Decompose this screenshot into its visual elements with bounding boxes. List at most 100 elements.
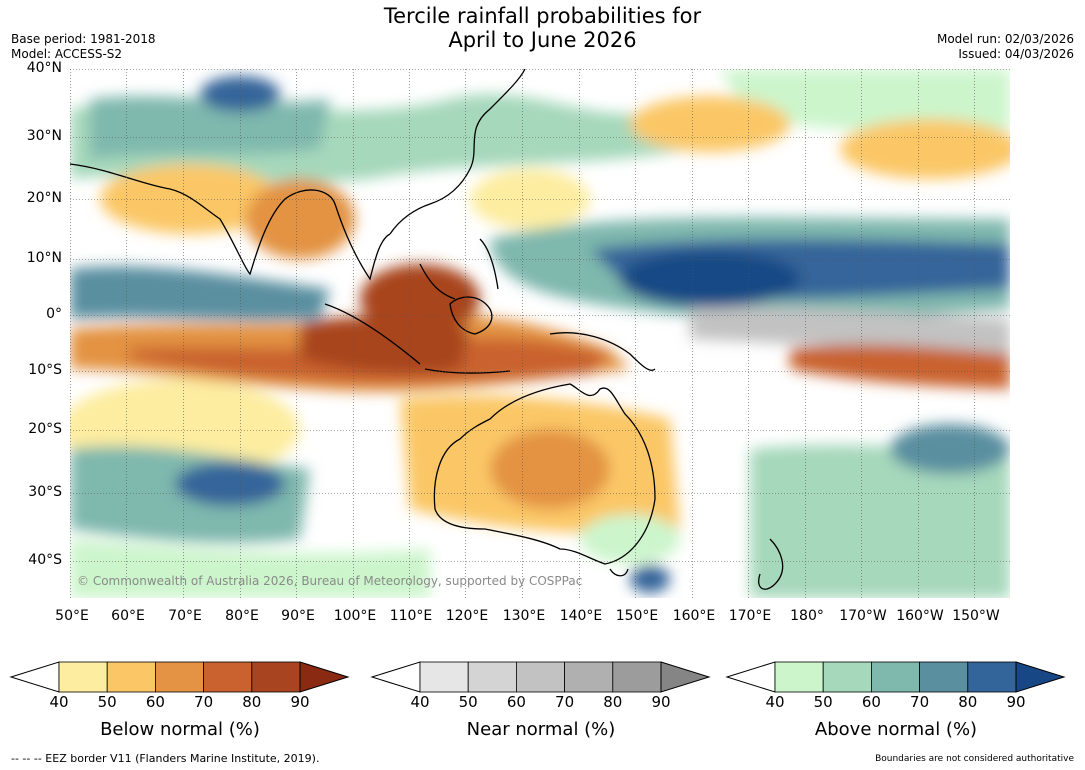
colorbar-segment	[203, 661, 253, 693]
longitude-label: 80°E	[225, 608, 259, 624]
colorbar-segment	[564, 661, 614, 693]
colorbar-segment	[967, 661, 1017, 693]
legend-below-title: Below normal (%)	[100, 719, 260, 740]
colorbar-segment	[467, 661, 517, 693]
map-title: Tercile rainfall probabilities for April…	[0, 4, 1085, 52]
colorbar-tick-label: 60	[145, 693, 165, 711]
latitude-label: 40°N	[26, 60, 62, 76]
longitude-label: 180°	[790, 608, 824, 624]
new-guinea-coastline	[549, 332, 656, 371]
copyright-notice: © Commonwealth of Australia 2026, Bureau…	[77, 574, 582, 588]
above-region	[630, 565, 670, 593]
colorbar-tick-label: 50	[458, 693, 478, 711]
latitude-label: 30°N	[26, 128, 62, 144]
east-asia-coastline	[389, 69, 526, 235]
colorbar-segment	[919, 661, 969, 693]
longitude-label: 50°E	[55, 608, 89, 624]
colorbar-tick-label: 40	[765, 693, 785, 711]
issued-date: Issued: 04/03/2026	[958, 47, 1074, 61]
colorbar-tick-label: 90	[290, 693, 310, 711]
tasmania-coastline	[609, 568, 629, 577]
longitude-label: 160°E	[672, 608, 716, 624]
colorbar-tick-label: 80	[603, 693, 623, 711]
longitude-label: 170°E	[728, 608, 772, 624]
longitude-label: 170°W	[839, 608, 887, 624]
graticule	[70, 69, 1010, 598]
longitude-label: 110°E	[389, 608, 433, 624]
colorbar-tick-label: 80	[958, 693, 978, 711]
above-region	[200, 76, 280, 112]
colorbar-segment	[419, 661, 469, 693]
longitude-label: 100°E	[333, 608, 377, 624]
longitude-label: 120°E	[445, 608, 489, 624]
below-region	[490, 429, 610, 509]
above-region	[70, 539, 430, 598]
legend-above-title: Above normal (%)	[814, 719, 978, 740]
longitude-label: 140°E	[559, 608, 603, 624]
colorbar-tick-label: 60	[861, 693, 881, 711]
colorbar-tick-label: 70	[555, 693, 575, 711]
above-region	[750, 444, 1010, 598]
below-region	[100, 164, 280, 234]
colorbar-segment	[58, 661, 108, 693]
asia-coastline	[70, 163, 391, 281]
colorbar-segment	[251, 661, 301, 693]
longitude-label: 150°E	[615, 608, 659, 624]
latitude-label: 10°N	[26, 250, 62, 266]
below-region	[840, 119, 1010, 179]
colorbar-segment	[154, 661, 204, 693]
colorbar-tick-label: 90	[651, 693, 671, 711]
base-period: Base period: 1981-2018	[11, 32, 156, 46]
above-region	[70, 266, 330, 321]
colorbar-tick-label: 50	[97, 693, 117, 711]
longitude-label: 70°E	[168, 608, 202, 624]
borneo-coastline	[449, 296, 493, 335]
colorbar-tick-label: 90	[1006, 693, 1026, 711]
malay-coastline	[419, 263, 456, 300]
below-region	[245, 179, 355, 259]
colorbar-max-extension	[1015, 661, 1066, 693]
coastlines	[70, 69, 784, 590]
below-region	[630, 96, 790, 152]
colorbar-segment	[516, 661, 566, 693]
above-region	[580, 514, 680, 564]
colorbar-tick-label: 70	[194, 693, 214, 711]
below-region	[790, 344, 1010, 389]
title-line-2: April to June 2026	[448, 28, 637, 52]
colorbar-tick-label: 40	[49, 693, 69, 711]
probability-map: © Commonwealth of Australia 2026, Bureau…	[70, 69, 1010, 598]
below-region	[470, 169, 590, 229]
colorbar-segment	[774, 661, 824, 693]
model-name: Model: ACCESS-S2	[11, 47, 123, 61]
legend-near-title: Near normal (%)	[466, 719, 616, 740]
model-run: Model run: 02/03/2026	[936, 32, 1074, 46]
philippines-coastline	[479, 238, 499, 290]
colorbar-segment	[871, 661, 921, 693]
longitude-label: 160°W	[896, 608, 944, 624]
australia-coastline	[433, 383, 656, 565]
eez-footnote: -- -- -- EEZ border V11 (Flanders Marine…	[11, 752, 320, 765]
longitude-label: 60°E	[111, 608, 145, 624]
latitude-label: 30°S	[28, 484, 62, 500]
colorbar-tick-label: 70	[910, 693, 930, 711]
longitude-label: 90°E	[281, 608, 315, 624]
above-region	[620, 251, 800, 307]
above-region	[720, 69, 1010, 134]
longitude-label: 130°E	[502, 608, 546, 624]
meta-right: Model run: 02/03/2026 Issued: 04/03/2026	[937, 32, 1074, 62]
colorbar-tick-label: 80	[242, 693, 262, 711]
colorbar-min-extension	[370, 661, 421, 693]
longitude-label: 150°W	[952, 608, 1000, 624]
probability-field	[70, 69, 1010, 598]
colorbar-min-extension	[9, 661, 60, 693]
colorbar-segment	[822, 661, 872, 693]
latitude-label: 20°N	[26, 190, 62, 206]
sumatra-coastline	[324, 303, 421, 365]
title-line-1: Tercile rainfall probabilities for	[383, 4, 702, 28]
colorbar-max-extension	[299, 661, 350, 693]
colorbar-segment	[612, 661, 662, 693]
above-region	[90, 96, 330, 159]
below-region	[360, 264, 480, 334]
meta-left: Base period: 1981-2018 Model: ACCESS-S2	[11, 32, 156, 62]
latitude-label: 10°S	[28, 362, 62, 378]
